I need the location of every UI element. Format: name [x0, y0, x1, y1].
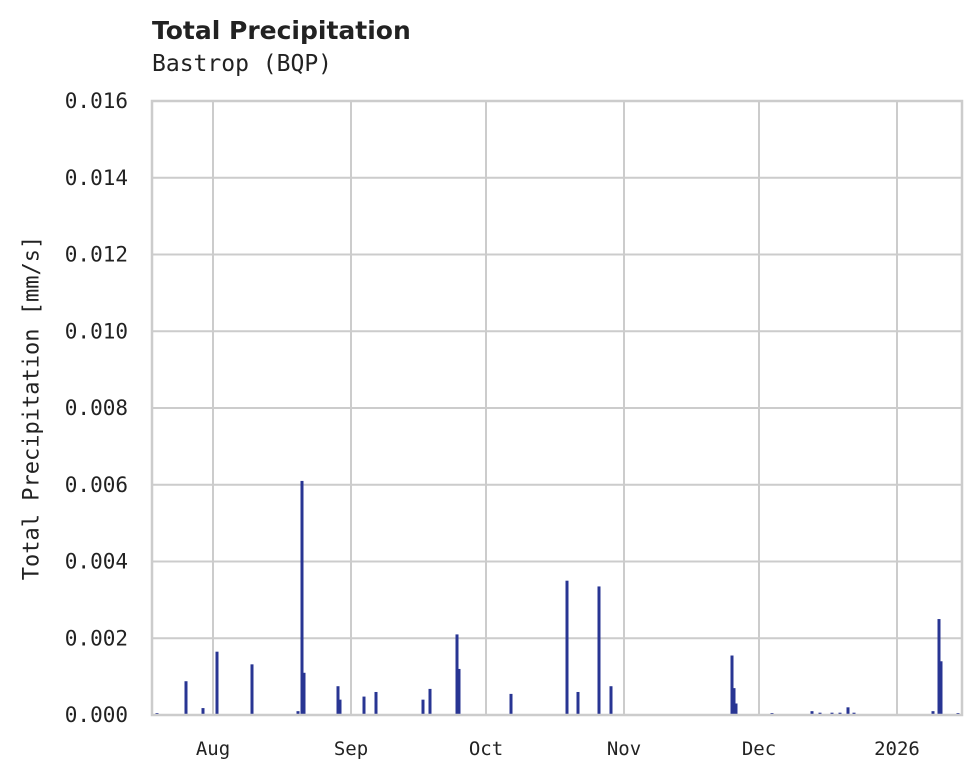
- x-tick-label: Sep: [334, 738, 368, 760]
- precip-bar: [201, 708, 205, 715]
- y-tick-label: 0.008: [65, 396, 128, 420]
- precip-bar: [597, 586, 601, 715]
- precip-bar: [810, 711, 814, 715]
- x-axis-ticks: Aug Sep Oct Nov Dec 2026: [196, 738, 920, 760]
- precip-bar: [937, 619, 941, 715]
- y-tick-label: 0.012: [65, 243, 128, 267]
- precip-bar: [421, 699, 425, 715]
- precip-bar: [338, 699, 342, 715]
- y-axis-ticks: 0.000 0.002 0.004 0.006 0.008 0.010 0.012 0.014…: [65, 89, 128, 727]
- precip-bar: [565, 580, 569, 715]
- precip-bar: [939, 661, 943, 715]
- x-tick-label: Aug: [196, 738, 230, 760]
- x-tick-label: 2026: [874, 738, 920, 760]
- precip-bar: [730, 655, 734, 715]
- precip-bar: [846, 707, 850, 715]
- x-tick-label: Oct: [469, 738, 503, 760]
- precip-bar: [302, 672, 306, 715]
- precip-bar: [296, 711, 300, 715]
- precip-bar: [336, 686, 340, 715]
- x-tick-label: Dec: [742, 738, 776, 760]
- precip-bar: [184, 681, 188, 715]
- y-tick-label: 0.016: [65, 89, 128, 113]
- precip-bar: [732, 688, 736, 715]
- y-tick-label: 0.000: [65, 703, 128, 727]
- y-tick-label: 0.004: [65, 550, 128, 574]
- data-bars: [155, 480, 960, 715]
- y-tick-label: 0.006: [65, 473, 128, 497]
- precip-bar: [455, 634, 459, 715]
- precip-bar: [509, 693, 513, 715]
- y-tick-label: 0.014: [65, 166, 128, 190]
- precip-bar: [362, 696, 366, 715]
- precip-bar: [457, 668, 461, 715]
- plot-frame: [150, 99, 964, 717]
- precip-bar: [215, 651, 219, 715]
- precip-bar: [609, 686, 613, 715]
- x-tick-label: Nov: [607, 738, 641, 760]
- precip-bar: [300, 480, 304, 715]
- y-tick-label: 0.010: [65, 319, 128, 343]
- precip-bar: [734, 703, 738, 715]
- precip-bar: [374, 691, 378, 715]
- precip-bar: [250, 664, 254, 715]
- precip-bar: [576, 691, 580, 715]
- grid-lines: [152, 100, 962, 716]
- precip-bar: [931, 711, 935, 715]
- chart-title: Total Precipitation: [152, 16, 411, 45]
- chart-subtitle: Bastrop (BQP): [152, 51, 333, 77]
- precip-bar: [428, 688, 432, 715]
- y-tick-label: 0.002: [65, 626, 128, 650]
